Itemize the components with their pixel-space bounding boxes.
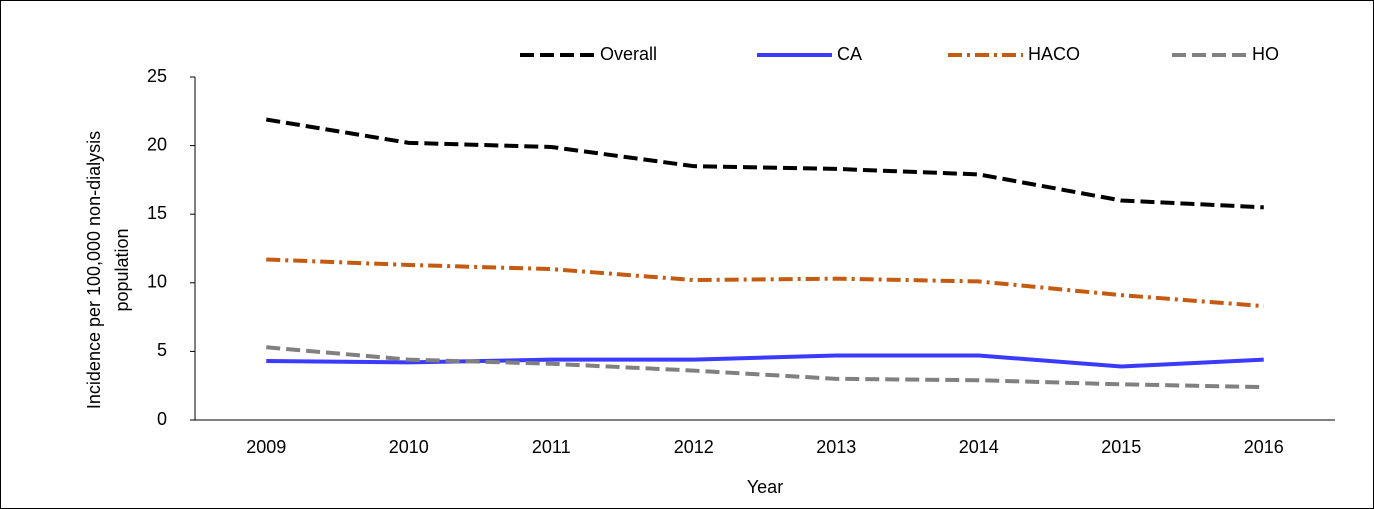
x-tick-label: 2013 xyxy=(816,437,856,457)
y-tick-label: 20 xyxy=(147,134,167,154)
x-tick-label: 2012 xyxy=(674,437,714,457)
x-tick-label: 2014 xyxy=(959,437,999,457)
legend-label: HACO xyxy=(1028,44,1080,64)
legend-label: Overall xyxy=(600,44,657,64)
x-axis-label: Year xyxy=(747,477,783,497)
y-axis-label: population xyxy=(112,228,132,311)
x-tick-label: 2010 xyxy=(389,437,429,457)
y-tick-label: 5 xyxy=(157,340,167,360)
x-tick-label: 2009 xyxy=(246,437,286,457)
legend-label: CA xyxy=(837,44,862,64)
y-tick-label: 10 xyxy=(147,272,167,292)
x-tick-label: 2016 xyxy=(1244,437,1284,457)
series-line xyxy=(265,117,1264,210)
y-tick-label: 0 xyxy=(157,409,167,429)
legend-label: HO xyxy=(1252,44,1279,64)
series-line xyxy=(266,257,1264,309)
y-tick-label: 15 xyxy=(147,203,167,223)
y-tick-label: 25 xyxy=(147,66,167,86)
series-line xyxy=(266,345,1264,390)
y-axis-label: Incidence per 100,000 non-dialysis xyxy=(84,131,104,409)
x-tick-label: 2015 xyxy=(1101,437,1141,457)
x-tick-label: 2011 xyxy=(532,437,571,457)
